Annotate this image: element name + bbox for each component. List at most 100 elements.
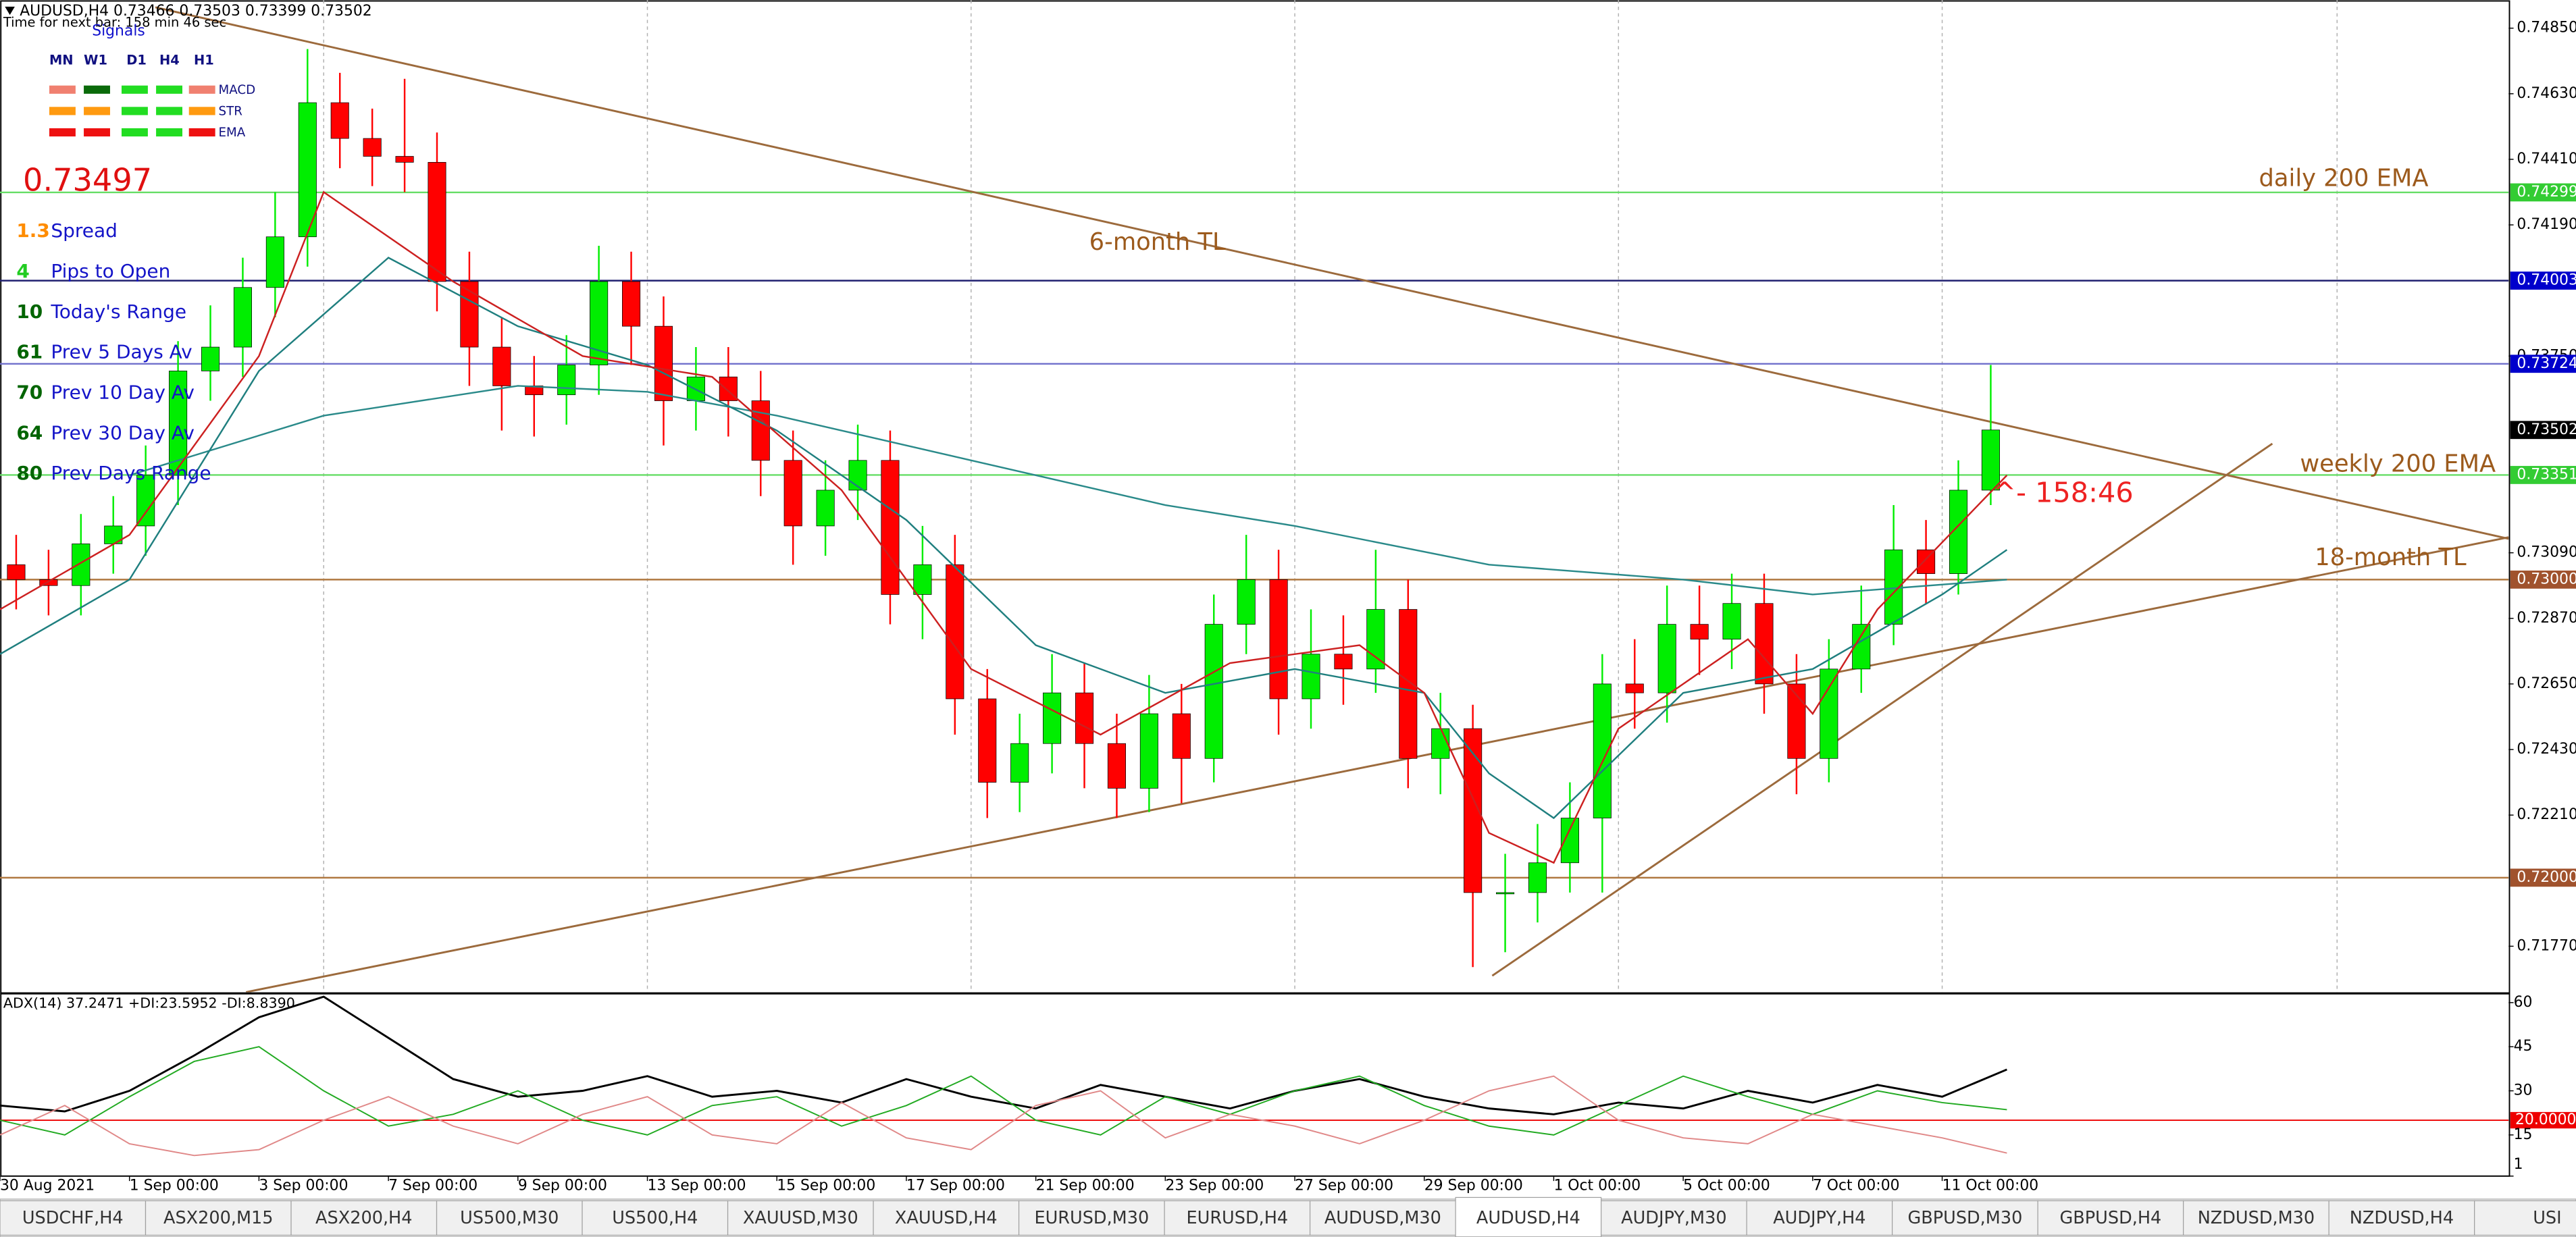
price-tag <box>2510 421 2576 440</box>
tab[interactable] <box>0 1200 147 1236</box>
tab[interactable] <box>1164 1200 1311 1236</box>
y-tick-label: 0.74190 <box>2517 216 2576 233</box>
adx-plot <box>0 995 2509 1157</box>
annotation: daily 200 EMA <box>2259 164 2429 192</box>
candle-body <box>783 460 802 527</box>
y-tick-label: 0.72870 <box>2517 610 2576 627</box>
tab-label[interactable]: ASX200,H4 <box>315 1208 412 1228</box>
candle-body <box>1237 579 1256 625</box>
tab[interactable] <box>2183 1200 2329 1236</box>
tab-label[interactable]: XAUUSD,M30 <box>743 1208 858 1228</box>
tab[interactable] <box>1892 1200 2038 1236</box>
x-tick-label: 1 Sep 00:00 <box>130 1177 219 1194</box>
tab[interactable] <box>2328 1200 2475 1236</box>
stat-label: Spread <box>51 219 118 242</box>
tab[interactable] <box>2474 1200 2576 1236</box>
signal-bar <box>84 107 110 115</box>
candle-body <box>1690 624 1709 640</box>
candle-body <box>1528 862 1547 893</box>
tab[interactable] <box>873 1200 1020 1236</box>
tab[interactable] <box>1746 1200 1893 1236</box>
candle-body <box>1496 892 1515 895</box>
tab[interactable] <box>1601 1200 1747 1236</box>
candle-body <box>428 161 446 282</box>
x-tick-label: 21 Sep 00:00 <box>1036 1177 1135 1194</box>
y-tick-label: 0.72210 <box>2517 806 2576 823</box>
candle-body <box>1981 429 2000 491</box>
tab-label[interactable]: AUDJPY,H4 <box>1773 1208 1865 1228</box>
candle-body <box>1172 713 1191 759</box>
signal-bar <box>121 128 148 137</box>
moving-average <box>0 190 2008 864</box>
indicator-line <box>0 995 2007 1115</box>
timeframe-label: H4 <box>159 53 180 68</box>
candle-body <box>136 475 155 527</box>
candle-body <box>622 281 641 327</box>
tab-label[interactable]: AUDJPY,M30 <box>1621 1208 1726 1228</box>
price-tag <box>2510 183 2576 202</box>
tab-label[interactable]: AUDUSD,H4 <box>1476 1208 1580 1228</box>
y-tick-label: 0.73090 <box>2517 544 2576 561</box>
tab-label[interactable]: NZDUSD,M30 <box>2198 1208 2315 1228</box>
candle-body <box>1043 692 1062 744</box>
trend-line <box>245 536 2509 993</box>
tab-label[interactable]: US500,H4 <box>612 1208 698 1228</box>
price-tag-label: 20.0000 <box>2515 1111 2576 1128</box>
candle-body <box>1722 603 1741 640</box>
tab-label[interactable]: EURUSD,H4 <box>1187 1208 1289 1228</box>
indicator-line <box>0 1046 2007 1136</box>
signal-bar <box>84 85 110 94</box>
tab-label[interactable]: USDCHF,H4 <box>22 1208 124 1228</box>
tab[interactable] <box>1455 1196 1602 1237</box>
candle-body <box>913 564 932 595</box>
candle-body <box>330 102 349 139</box>
tab-label[interactable]: GBPUSD,H4 <box>2059 1208 2161 1228</box>
stat-label: Pips to Open <box>51 260 170 282</box>
tab[interactable] <box>727 1200 874 1236</box>
tab-label[interactable]: GBPUSD,M30 <box>1907 1208 2022 1228</box>
stat-label: Prev 5 Days Av <box>51 341 192 363</box>
signal-bars <box>49 85 215 137</box>
main-frame <box>0 0 2510 994</box>
tab-label[interactable]: NZDUSD,H4 <box>2350 1208 2454 1228</box>
y-tick-label: 45 <box>2514 1038 2533 1055</box>
bid-price: 0.73497 <box>23 162 152 199</box>
tab[interactable] <box>582 1200 729 1236</box>
signal-bar <box>121 107 148 115</box>
candle-body <box>881 460 900 595</box>
moving-average <box>129 385 2007 596</box>
price-tag-label: 0.73351 <box>2517 466 2576 483</box>
candle-body <box>492 346 511 386</box>
stat-value: 61 <box>16 341 43 363</box>
tab-label[interactable]: XAUUSD,H4 <box>895 1208 998 1228</box>
tab[interactable] <box>145 1200 292 1236</box>
candle-body <box>557 365 576 396</box>
tab[interactable] <box>436 1200 583 1236</box>
indicator-label: MACD <box>219 83 256 97</box>
signal-bar <box>49 128 76 137</box>
x-tick-label: 3 Sep 00:00 <box>259 1177 348 1194</box>
tab[interactable] <box>1018 1200 1165 1236</box>
tab[interactable] <box>2037 1200 2184 1236</box>
y-tick-label: 30 <box>2514 1082 2533 1099</box>
annotation: 18-month TL <box>2315 544 2467 571</box>
annotation: ^- 158:46 <box>1992 476 2133 508</box>
tab-label[interactable]: US500,M30 <box>460 1208 559 1228</box>
tab-label[interactable]: AUDUSD,M30 <box>1324 1208 1441 1228</box>
tab-label[interactable]: USI <box>2533 1208 2561 1228</box>
tab[interactable] <box>1309 1200 1456 1236</box>
tab[interactable] <box>290 1200 438 1236</box>
candle-body <box>1204 624 1223 759</box>
symbol-line: AUDUSD,H4 0.73466 0.73503 0.73399 0.7350… <box>20 3 372 20</box>
price-tag-label: 0.73000 <box>2517 571 2576 587</box>
annotation: 6-month TL <box>1089 228 1226 256</box>
tab-label[interactable]: ASX200,M15 <box>163 1208 274 1228</box>
signals-title: Signals <box>92 22 145 39</box>
candle-body <box>395 156 414 163</box>
tab-label[interactable]: EURUSD,M30 <box>1034 1208 1149 1228</box>
stat-value: 80 <box>16 462 43 484</box>
y-tick-label: 0.74850 <box>2517 20 2576 36</box>
price-tag <box>2510 354 2576 373</box>
